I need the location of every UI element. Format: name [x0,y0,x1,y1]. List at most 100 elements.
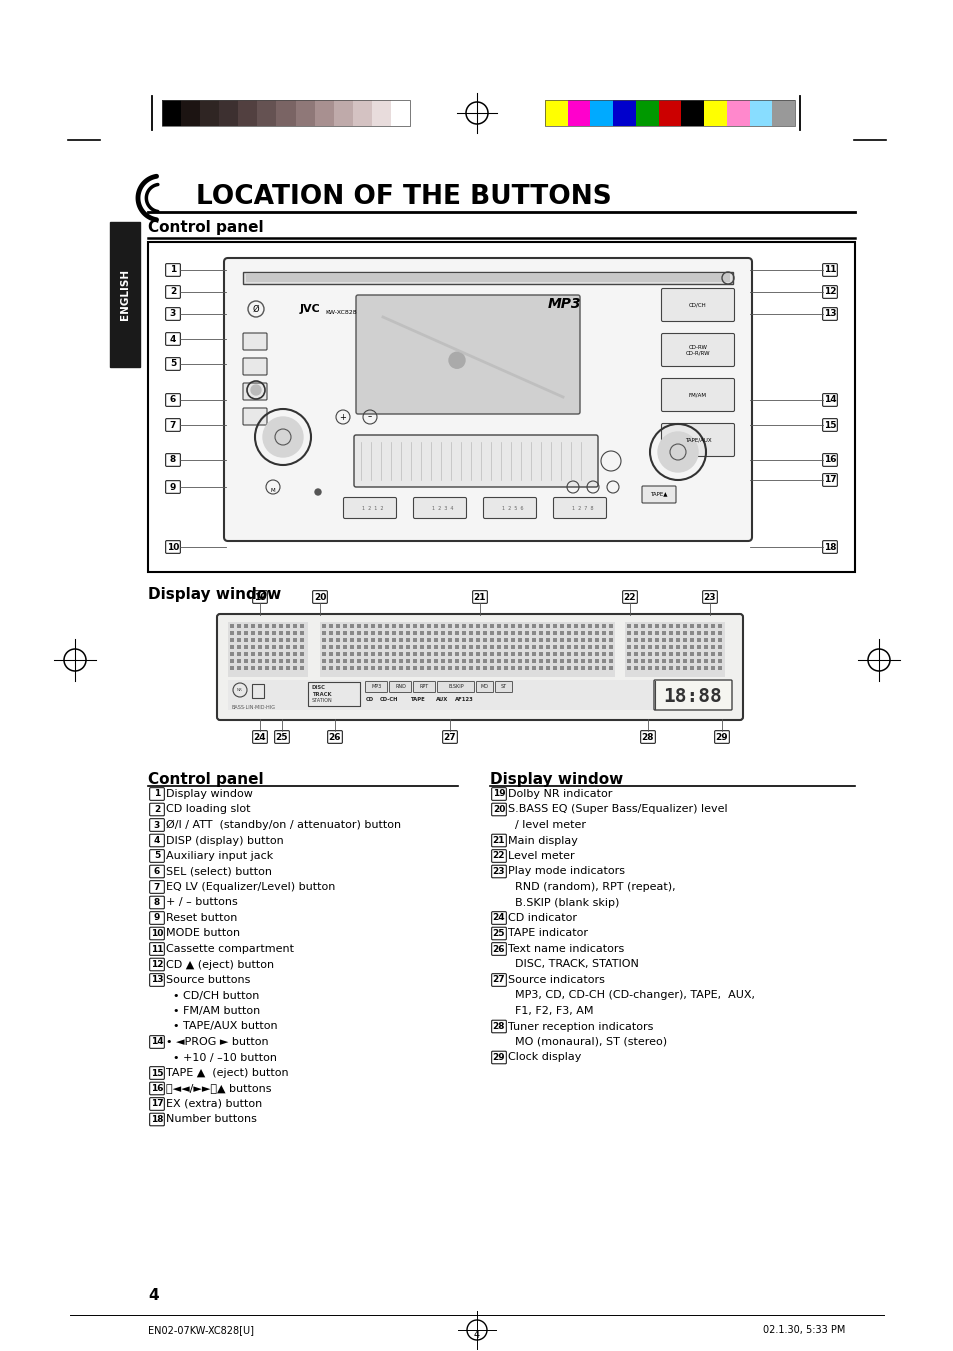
Bar [392,631,395,635]
Bar [427,644,431,648]
Bar [689,631,693,635]
FancyBboxPatch shape [166,263,180,277]
FancyBboxPatch shape [491,804,506,816]
Bar [538,638,542,642]
Text: / level meter: / level meter [507,820,585,830]
Bar [278,631,283,635]
Bar [434,631,437,635]
Text: BASS·LIN·MID·HIG: BASS·LIN·MID·HIG [232,705,275,711]
Text: 4: 4 [474,1329,479,1340]
FancyBboxPatch shape [150,1098,164,1111]
Bar [511,659,515,663]
Bar [244,666,248,670]
Bar [244,638,248,642]
Text: MO: MO [480,685,489,689]
Bar [257,666,262,670]
FancyBboxPatch shape [553,497,606,519]
Text: • TAPE/AUX button: • TAPE/AUX button [166,1021,277,1032]
Bar [661,666,665,670]
Bar [461,644,465,648]
Bar [697,659,700,663]
Bar [689,653,693,657]
Bar [329,653,333,657]
Bar [343,638,347,642]
Bar [406,638,410,642]
Bar [228,680,731,711]
Bar [566,659,571,663]
Bar [676,624,679,628]
Text: 12: 12 [151,961,163,969]
Text: Source buttons: Source buttons [166,975,250,985]
Bar [668,644,672,648]
Bar [545,631,550,635]
Bar [647,638,651,642]
Bar [490,653,494,657]
Bar [385,659,389,663]
Bar [319,621,615,677]
Bar [278,638,283,642]
Bar [236,666,241,670]
Bar [497,624,500,628]
Bar [350,653,354,657]
Bar [406,624,410,628]
Bar [511,644,515,648]
Bar [293,659,296,663]
FancyBboxPatch shape [166,454,180,466]
Bar [238,100,257,126]
Bar [398,631,402,635]
Bar [350,644,354,648]
FancyBboxPatch shape [491,1020,506,1032]
Text: Source indicators: Source indicators [507,975,604,985]
Bar [230,631,233,635]
Bar [668,653,672,657]
Bar [236,624,241,628]
Bar [524,638,529,642]
Bar [257,631,262,635]
Bar [613,100,636,126]
Bar [689,666,693,670]
Bar [236,631,241,635]
Bar [295,100,314,126]
Bar [626,631,630,635]
Text: AUX: AUX [435,697,447,703]
Bar [434,624,437,628]
FancyBboxPatch shape [442,731,456,743]
Text: 21: 21 [493,836,505,844]
Bar [566,666,571,670]
FancyBboxPatch shape [150,850,164,862]
Text: Tuner reception indicators: Tuner reception indicators [507,1021,653,1032]
Text: RND: RND [395,685,406,689]
Bar [634,631,638,635]
FancyBboxPatch shape [150,834,164,847]
Bar [377,659,381,663]
Bar [608,644,613,648]
FancyBboxPatch shape [354,435,598,486]
Bar [497,631,500,635]
Bar [228,621,308,677]
Bar [626,666,630,670]
Text: 18:88: 18:88 [663,686,721,705]
Text: 14: 14 [822,396,836,404]
Text: 15: 15 [151,1069,163,1078]
Text: Control panel: Control panel [148,220,263,235]
FancyBboxPatch shape [150,1036,164,1048]
Circle shape [658,432,698,471]
Bar [413,644,416,648]
Text: 22: 22 [493,851,505,861]
Bar [371,631,375,635]
Bar [322,644,326,648]
Bar [676,666,679,670]
Bar [257,644,262,648]
FancyBboxPatch shape [660,289,734,322]
Bar [364,631,368,635]
FancyBboxPatch shape [495,681,512,693]
Bar [455,666,458,670]
FancyBboxPatch shape [821,285,837,299]
Bar [580,659,584,663]
Text: JVC: JVC [299,304,320,313]
Bar [406,659,410,663]
FancyBboxPatch shape [150,896,164,909]
Bar [710,659,714,663]
Text: 02.1.30, 5:33 PM: 02.1.30, 5:33 PM [761,1325,844,1335]
Bar [703,666,707,670]
